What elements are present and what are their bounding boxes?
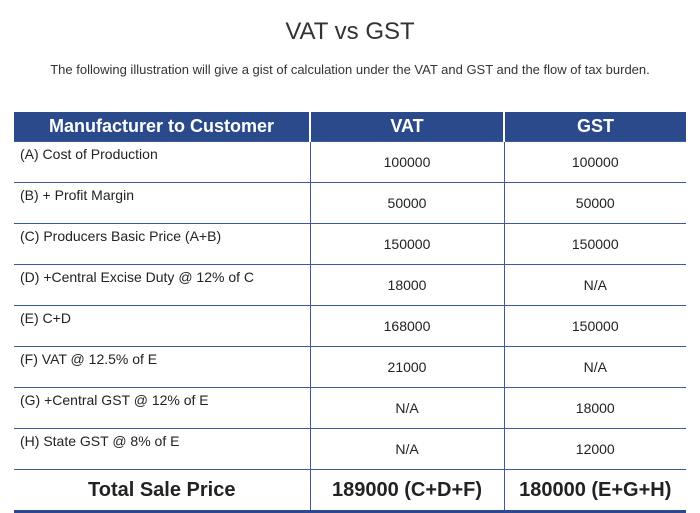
table-header-row: Manufacturer to Customer VAT GST xyxy=(14,112,686,142)
row-label: (H) State GST @ 8% of E xyxy=(14,428,310,470)
gst-cell: 150000 xyxy=(503,305,686,347)
gst-cell: 12000 xyxy=(503,428,686,470)
row-label: (C) Producers Basic Price (A+B) xyxy=(14,223,310,265)
gst-total: 180000 (E+G+H) xyxy=(503,469,686,513)
vat-cell: 100000 xyxy=(309,141,504,183)
page-subtitle: The following illustration will give a g… xyxy=(50,62,650,77)
table-row: (D) +Central Excise Duty @ 12% of C 1800… xyxy=(14,264,686,306)
table-row: (F) VAT @ 12.5% of E 21000 N/A xyxy=(14,346,686,388)
table-row: (C) Producers Basic Price (A+B) 150000 1… xyxy=(14,223,686,265)
gst-cell: 18000 xyxy=(503,387,686,429)
vat-cell: 168000 xyxy=(309,305,504,347)
table-row: (G) +Central GST @ 12% of E N/A 18000 xyxy=(14,387,686,429)
row-label: (G) +Central GST @ 12% of E xyxy=(14,387,310,429)
comparison-table: Manufacturer to Customer VAT GST (A) Cos… xyxy=(14,112,686,513)
vat-cell: 21000 xyxy=(309,346,504,388)
vat-cell: 18000 xyxy=(309,264,504,306)
table-row: (E) C+D 168000 150000 xyxy=(14,305,686,347)
row-label: (E) C+D xyxy=(14,305,310,347)
table-row: (H) State GST @ 8% of E N/A 12000 xyxy=(14,428,686,470)
vat-total: 189000 (C+D+F) xyxy=(309,469,504,513)
row-label: (A) Cost of Production xyxy=(14,141,310,183)
gst-cell: 100000 xyxy=(503,141,686,183)
vat-cell: N/A xyxy=(309,387,504,429)
vat-cell: 50000 xyxy=(309,182,504,224)
column-header-vat: VAT xyxy=(309,112,504,142)
row-label: (D) +Central Excise Duty @ 12% of C xyxy=(14,264,310,306)
row-label: (B) + Profit Margin xyxy=(14,182,310,224)
gst-cell: 150000 xyxy=(503,223,686,265)
table-row: (B) + Profit Margin 50000 50000 xyxy=(14,182,686,224)
vat-cell: N/A xyxy=(309,428,504,470)
column-header-stage: Manufacturer to Customer xyxy=(14,112,310,142)
row-label: (F) VAT @ 12.5% of E xyxy=(14,346,310,388)
gst-cell: N/A xyxy=(503,346,686,388)
total-label: Total Sale Price xyxy=(14,469,310,513)
total-row: Total Sale Price 189000 (C+D+F) 180000 (… xyxy=(14,469,686,513)
table-row: (A) Cost of Production 100000 100000 xyxy=(14,141,686,183)
vat-cell: 150000 xyxy=(309,223,504,265)
column-header-gst: GST xyxy=(503,112,686,142)
gst-cell: N/A xyxy=(503,264,686,306)
gst-cell: 50000 xyxy=(503,182,686,224)
page-title: VAT vs GST xyxy=(285,18,415,45)
